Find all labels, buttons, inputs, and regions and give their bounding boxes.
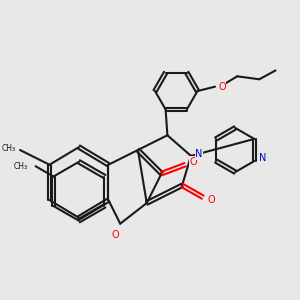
- Text: O: O: [207, 195, 215, 205]
- Text: CH₃: CH₃: [14, 162, 28, 171]
- Text: O: O: [190, 157, 197, 167]
- Text: CH₃: CH₃: [2, 144, 16, 153]
- Text: N: N: [195, 149, 203, 159]
- Text: N: N: [259, 153, 266, 163]
- Text: O: O: [112, 230, 120, 240]
- Text: O: O: [218, 82, 226, 92]
